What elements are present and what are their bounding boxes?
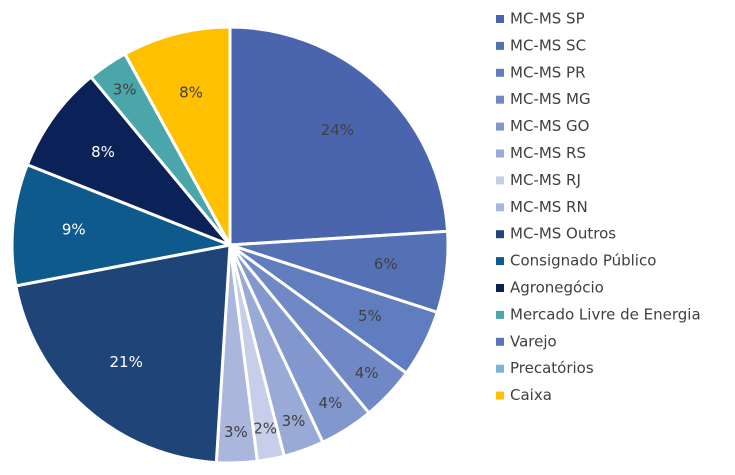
legend-marker bbox=[496, 122, 504, 131]
data-label: 9% bbox=[62, 221, 86, 239]
pie-slice bbox=[14, 243, 232, 465]
legend-label: Precatórios bbox=[510, 359, 594, 377]
legend-marker bbox=[496, 364, 504, 373]
legend-label: Caixa bbox=[510, 386, 552, 404]
legend-label: MC-MS PR bbox=[510, 63, 586, 81]
pie-slice bbox=[228, 25, 450, 247]
legend-marker bbox=[496, 68, 504, 77]
data-label: 3% bbox=[224, 423, 248, 441]
legend-marker bbox=[496, 310, 504, 319]
legend-label: MC-MS RJ bbox=[510, 171, 581, 189]
legend-marker bbox=[496, 337, 504, 346]
data-label: 6% bbox=[374, 255, 398, 273]
legend-marker bbox=[496, 203, 504, 212]
data-label: 8% bbox=[91, 143, 115, 161]
legend-marker bbox=[496, 95, 504, 104]
legend-marker bbox=[496, 391, 504, 400]
data-label: 3% bbox=[113, 80, 137, 98]
legend-marker bbox=[496, 41, 504, 50]
data-label: 5% bbox=[358, 307, 382, 325]
data-label: 4% bbox=[319, 394, 343, 412]
data-label: 4% bbox=[355, 364, 379, 382]
legend-label: MC-MS Outros bbox=[510, 225, 616, 243]
data-label: 8% bbox=[179, 83, 203, 101]
data-label: 24% bbox=[321, 121, 354, 139]
legend-marker bbox=[496, 284, 504, 292]
data-label: 21% bbox=[110, 353, 143, 371]
legend-label: MC-MS SP bbox=[510, 10, 585, 28]
legend-marker bbox=[496, 176, 504, 185]
legend-marker bbox=[496, 149, 504, 158]
legend-label: Varejo bbox=[510, 332, 557, 350]
legend-marker bbox=[496, 230, 504, 239]
legend-label: Consignado Público bbox=[510, 252, 656, 270]
legend-label: Mercado Livre de Energia bbox=[510, 305, 701, 323]
legend-label: MC-MS RN bbox=[510, 198, 588, 216]
pie-slice bbox=[122, 25, 232, 246]
pie-slice bbox=[10, 162, 236, 288]
pie-slice bbox=[25, 74, 232, 247]
legend-label: MC-MS GO bbox=[510, 117, 590, 135]
data-label: 3% bbox=[282, 412, 306, 430]
legend-label: MC-MS RS bbox=[510, 144, 586, 162]
legend-label: Agronegócio bbox=[510, 279, 604, 297]
legend-label: MC-MS MG bbox=[510, 90, 591, 108]
legend-label: MC-MS SC bbox=[510, 36, 586, 54]
legend-marker bbox=[496, 257, 504, 266]
legend-marker bbox=[496, 15, 504, 23]
data-label: 2% bbox=[253, 420, 277, 438]
